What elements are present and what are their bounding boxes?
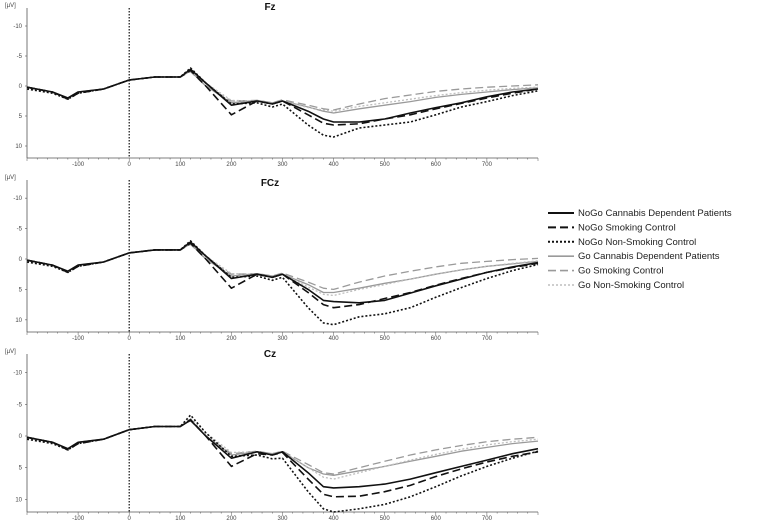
panel-title: FCz xyxy=(261,178,279,189)
x-tick-label: 600 xyxy=(431,162,442,168)
panel-title: Fz xyxy=(264,2,275,13)
series-line-go-non-smoking-control xyxy=(26,68,539,112)
x-tick-label: 200 xyxy=(226,516,237,520)
x-tick-label: 0 xyxy=(128,516,132,520)
panel-fcz: [µV] -10 -5 0 5 10 -100 0 100 200 300 400 500 600 700 F… xyxy=(5,175,539,342)
x-tick-label: 300 xyxy=(277,516,288,520)
series-line-go-smoking-control xyxy=(26,243,539,291)
x-tick-label: -100 xyxy=(72,516,85,520)
x-tick-label: 600 xyxy=(431,516,442,520)
x-tick-label: 500 xyxy=(380,162,391,168)
x-tick-label: 600 xyxy=(431,336,442,342)
panel-cz: [µV] -10 -5 0 5 10 -100 0 100 200 300 400 500 600 700 C… xyxy=(5,349,539,520)
y-tick-label: 10 xyxy=(15,497,22,503)
x-tick-label: 500 xyxy=(380,336,391,342)
x-tick-label: 400 xyxy=(329,516,340,520)
y-tick-label: -5 xyxy=(17,227,23,233)
x-tick-label: -100 xyxy=(72,336,85,342)
legend-label: Go Non-Smoking Control xyxy=(578,280,684,291)
x-tick-label: 100 xyxy=(175,162,186,168)
unit-label: [µV] xyxy=(5,175,16,181)
x-tick-label: 100 xyxy=(175,336,186,342)
y-tick-label: -10 xyxy=(13,24,22,30)
x-tick-label: 700 xyxy=(482,336,493,342)
series-line-go-non-smoking-control xyxy=(26,417,539,480)
x-tick-label: 400 xyxy=(329,162,340,168)
series-line-nogo-non-smoking-control xyxy=(26,240,539,326)
series-line-go-smoking-control xyxy=(26,70,539,111)
x-tick-label: 400 xyxy=(329,336,340,342)
series-line-nogo-non-smoking-control xyxy=(26,67,539,138)
x-tick-label: 0 xyxy=(128,336,132,342)
unit-label: [µV] xyxy=(5,349,16,355)
y-tick-label: 0 xyxy=(19,257,23,263)
unit-label: [µV] xyxy=(5,3,16,9)
y-tick-label: -10 xyxy=(13,371,22,377)
panel-title: Cz xyxy=(264,349,276,360)
series-line-nogo-non-smoking-control xyxy=(26,414,539,513)
series-line-nogo-smoking-control xyxy=(26,69,539,126)
panel-fz: [µV] -10 -5 0 5 10 -100 0 100 200 300 400 500 600 700 F… xyxy=(5,2,539,168)
series-line-nogo-smoking-control xyxy=(26,418,539,498)
legend-label: NoGo Non-Smoking Control xyxy=(578,237,696,248)
x-tick-label: 700 xyxy=(482,516,493,520)
x-tick-label: 0 xyxy=(128,162,132,168)
y-tick-label: -5 xyxy=(17,54,23,60)
legend-label: Go Smoking Control xyxy=(578,266,664,277)
y-tick-label: 0 xyxy=(19,434,23,440)
series-line-nogo-cannabis-dependent-patients xyxy=(26,241,539,304)
legend-label: Go Cannabis Dependent Patients xyxy=(578,251,720,262)
x-tick-label: 200 xyxy=(226,162,237,168)
x-tick-label: 100 xyxy=(175,516,186,520)
y-tick-label: 0 xyxy=(19,84,23,90)
y-tick-label: 5 xyxy=(19,466,23,472)
x-tick-label: 500 xyxy=(380,516,391,520)
series-line-go-cannabis-dependent-patients xyxy=(26,243,539,294)
legend-label: NoGo Cannabis Dependent Patients xyxy=(578,208,732,219)
x-tick-label: -100 xyxy=(72,162,85,168)
y-tick-label: 10 xyxy=(15,144,22,150)
x-tick-label: 200 xyxy=(226,336,237,342)
series-line-nogo-cannabis-dependent-patients xyxy=(26,68,539,123)
series-line-nogo-smoking-control xyxy=(26,242,539,309)
x-tick-label: 300 xyxy=(277,336,288,342)
legend-label: NoGo Smoking Control xyxy=(578,222,676,233)
y-tick-label: 10 xyxy=(15,318,22,324)
series-line-go-smoking-control xyxy=(26,420,539,475)
legend: NoGo Cannabis Dependent Patients NoGo Smo… xyxy=(548,208,732,291)
y-tick-label: -10 xyxy=(13,196,22,202)
series-line-nogo-cannabis-dependent-patients xyxy=(26,419,539,489)
x-tick-label: 300 xyxy=(277,162,288,168)
y-tick-label: 5 xyxy=(19,114,23,120)
x-tick-label: 700 xyxy=(482,162,493,168)
y-tick-label: 5 xyxy=(19,287,23,293)
y-tick-label: -5 xyxy=(17,402,23,408)
